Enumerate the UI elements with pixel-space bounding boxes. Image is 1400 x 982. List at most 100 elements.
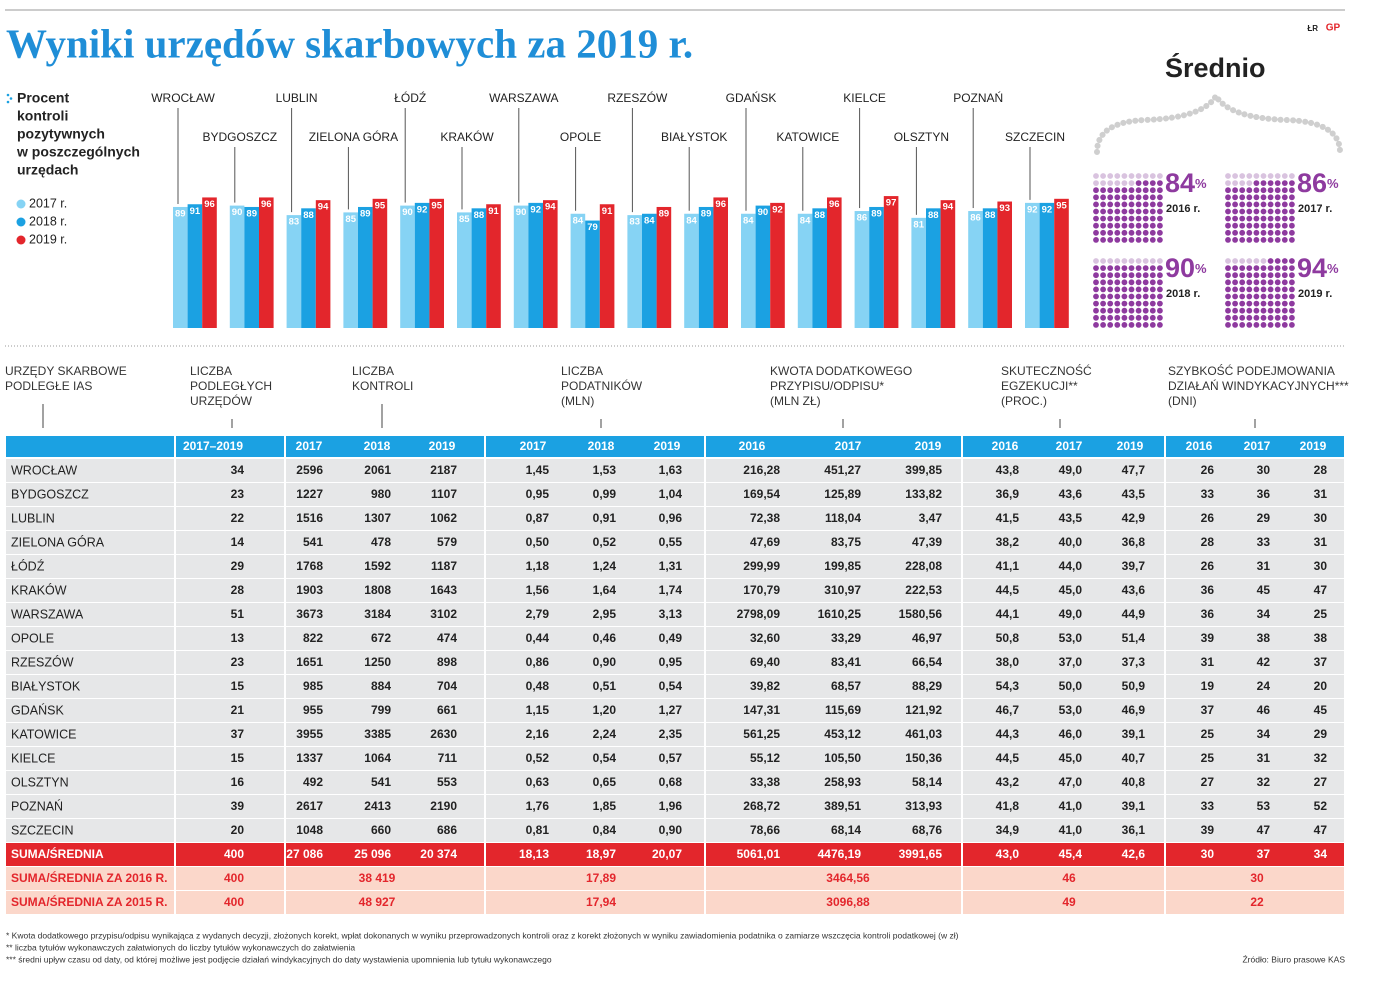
row-cell: 686 [437, 823, 457, 837]
waffle-dot [1260, 279, 1267, 286]
row-bg [963, 603, 1164, 626]
waffle-dot [1267, 229, 1274, 236]
waffle-dot [1267, 258, 1274, 264]
row-bg [1166, 795, 1344, 818]
row-bg [706, 819, 961, 842]
history-row-name: SUMA/ŚREDNIA ZA 2015 R. [11, 894, 167, 909]
row-name: SZCZECIN [11, 823, 74, 837]
waffle-dot [1157, 272, 1163, 279]
waffle-dot [1135, 215, 1142, 222]
waffle-dot [1149, 208, 1156, 215]
row-cell: 33 [1201, 487, 1215, 501]
history-row-cell: 30 [1250, 871, 1264, 885]
row-cell: 2,24 [593, 727, 617, 741]
waffle-dot [1135, 201, 1142, 208]
row-cell: 0,52 [526, 751, 550, 765]
column-header: LICZBA [561, 364, 603, 378]
row-cell: 222,53 [905, 583, 942, 597]
waffle-dot [1289, 208, 1295, 215]
waffle-dot [1157, 229, 1163, 236]
waffle-dot [1142, 279, 1149, 286]
bar-value-label: 92 [772, 204, 783, 215]
row-cell: 0,65 [593, 775, 617, 789]
bar-value-label: 89 [175, 208, 186, 219]
row-cell: 34 [1257, 727, 1271, 741]
row-cell: 0,86 [526, 655, 550, 669]
row-cell: 47 [1314, 823, 1328, 837]
row-cell: 39 [1201, 631, 1215, 645]
row-cell: 1,18 [526, 559, 550, 573]
waffle-dot [1100, 279, 1106, 286]
row-cell: 541 [303, 535, 323, 549]
waffle-dot [1157, 286, 1163, 293]
history-row-cell: 49 [1062, 895, 1076, 909]
waffle-dot [1100, 208, 1106, 215]
bar [400, 205, 415, 328]
waffle-dot [1274, 300, 1281, 307]
row-bg [6, 795, 174, 818]
waffle [1093, 258, 1163, 328]
waffle-value: 84% [1165, 168, 1207, 198]
row-cell: 0,91 [593, 511, 617, 525]
bar [202, 197, 217, 328]
waffle-dot [1267, 180, 1274, 187]
row-cell: 32,60 [750, 631, 780, 645]
waffle-dot [1260, 215, 1267, 222]
row-bg [176, 483, 284, 506]
waffle-dot [1114, 258, 1121, 264]
waffle-dot [1107, 208, 1114, 215]
waffle-dot [1157, 307, 1163, 314]
waffle-dot [1157, 222, 1163, 229]
row-cell: 34 [231, 463, 245, 477]
waffle-value: 90% [1165, 253, 1207, 283]
row-cell: 46,0 [1059, 727, 1083, 741]
logo-right: GP [1326, 23, 1341, 34]
waffle-dot [1135, 180, 1142, 187]
waffle-dot [1100, 286, 1106, 293]
logo-left: ŁR [1307, 24, 1318, 33]
row-bg [6, 555, 174, 578]
column-header: PODLEGŁYCH [190, 379, 272, 393]
waffle-dot [1253, 222, 1260, 229]
row-bg [486, 507, 704, 530]
row-bg [963, 771, 1164, 794]
year-header: 2017–2019 [183, 439, 243, 453]
waffle-dot [1260, 286, 1267, 293]
category-label: POZNAŃ [953, 90, 1003, 105]
waffle-dot [1121, 222, 1128, 229]
row-cell: 672 [371, 631, 391, 645]
footnote: ** liczba tytułów wykonawczych załatwion… [6, 942, 355, 952]
waffle-dot [1267, 201, 1274, 208]
category-label: KRAKÓW [440, 129, 494, 144]
row-cell: 39 [231, 799, 245, 813]
row-cell: 169,54 [743, 487, 780, 501]
waffle-dot [1260, 272, 1267, 279]
row-cell: 50,8 [996, 631, 1020, 645]
header-band [286, 436, 484, 457]
row-cell: 2,95 [593, 607, 617, 621]
row-cell: 105,50 [824, 751, 861, 765]
waffle-dot [1135, 237, 1142, 243]
row-cell: 45,0 [1059, 583, 1083, 597]
total-row-name: SUMA/ŚREDNIA [11, 846, 104, 861]
page-title: Wyniki urzędów skarbowych za 2019 r. [6, 20, 693, 66]
bar [755, 205, 771, 328]
waffle-dot [1239, 201, 1246, 208]
row-cell: 0,51 [593, 679, 617, 693]
row-cell: 3385 [364, 727, 391, 741]
waffle-year: 2019 r. [1298, 288, 1332, 300]
waffle-dot [1135, 272, 1142, 279]
waffle-dot [1232, 307, 1238, 314]
waffle-dot [1289, 279, 1295, 286]
history-row-bg [286, 867, 484, 890]
bar-value-label: 88 [474, 210, 485, 221]
row-cell: 1048 [296, 823, 323, 837]
waffle-dot [1225, 265, 1231, 271]
waffle-dot [1281, 286, 1288, 293]
waffle-dot [1246, 293, 1253, 300]
waffle-dot [1135, 265, 1142, 271]
waffle-dot [1114, 272, 1121, 279]
row-bg [706, 675, 961, 698]
waffle-dot [1093, 215, 1099, 222]
row-cell: 1768 [296, 559, 323, 573]
